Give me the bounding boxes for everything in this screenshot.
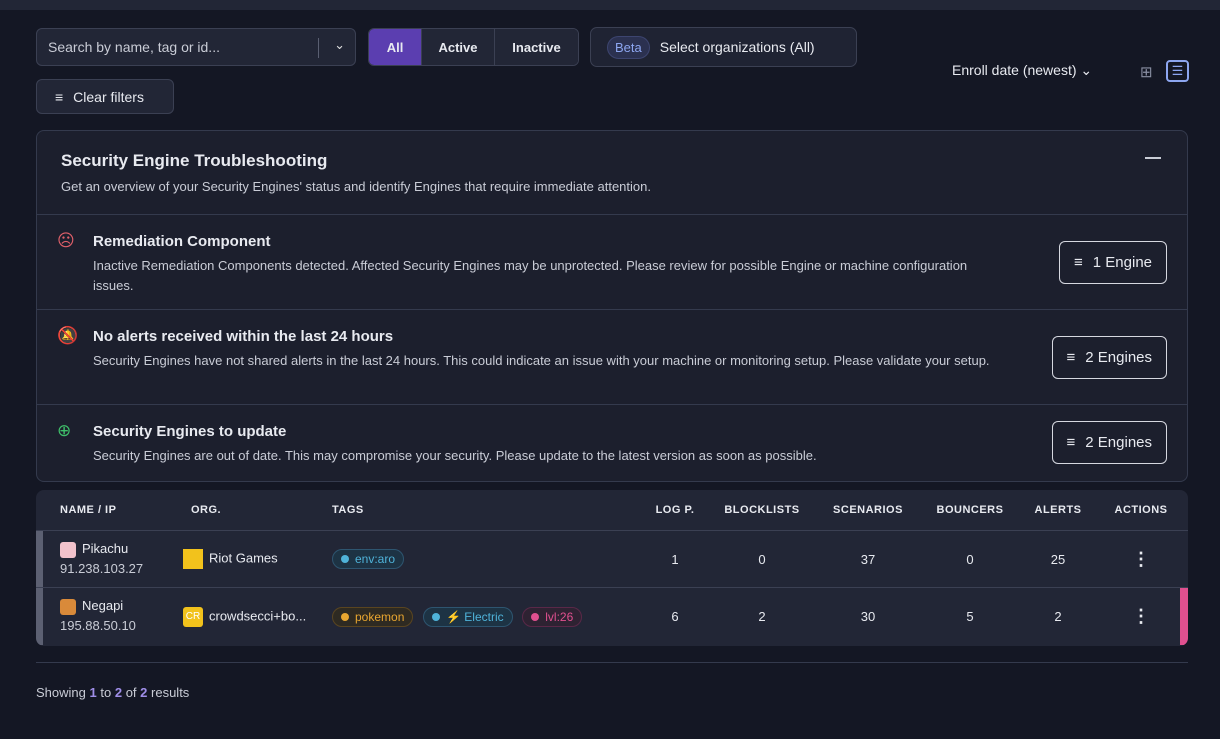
search-input[interactable]: Search by name, tag or id... ⌄ xyxy=(36,28,356,66)
scenarios: 37 xyxy=(860,551,876,567)
issue-title: Remediation Component xyxy=(93,233,271,250)
status-all-button[interactable]: All xyxy=(369,29,421,65)
bouncers: 5 xyxy=(966,609,974,624)
tag-label: env:aro xyxy=(355,552,396,566)
tag-label: lvl:26 xyxy=(545,609,574,624)
avatar xyxy=(60,598,76,615)
table-row[interactable]: Negapi 195.88.50.10 CR crowdsecci+bo... p… xyxy=(36,588,1188,645)
issue-description: Security Engines have not shared alerts … xyxy=(93,353,990,368)
status-active-button[interactable]: Active xyxy=(421,29,494,65)
issue-remediation: ☹ Remediation Component Inactive Remedia… xyxy=(37,215,1187,310)
col-blocklists: BLOCKLISTS xyxy=(724,504,800,516)
arrow-up-circle-icon: ⊕ xyxy=(57,421,72,440)
col-log-p: LOG P. xyxy=(655,504,695,516)
tag: lvl:26 xyxy=(522,606,583,627)
org-badge: CR xyxy=(183,606,203,627)
text: to xyxy=(100,685,112,700)
org-name: crowdsecci+bo... xyxy=(209,607,307,623)
beta-badge: Beta xyxy=(607,35,650,59)
engine-ip: 195.88.50.10 xyxy=(60,617,136,633)
clear-filters-label: Clear filters xyxy=(73,88,144,105)
log-p: 6 xyxy=(671,609,679,624)
text: Showing xyxy=(36,685,86,700)
panel-subtitle: Get an overview of your Security Engines… xyxy=(61,179,651,194)
panel-title: Security Engine Troubleshooting xyxy=(61,151,328,170)
tag: env:aro xyxy=(332,549,405,569)
issue-description: Inactive Remediation Components detected… xyxy=(93,258,968,293)
engine-name: Pikachu xyxy=(82,541,129,556)
engines-table: NAME / IP ORG. TAGS LOG P. BLOCKLISTS SC… xyxy=(36,490,1188,646)
text: of xyxy=(125,685,137,700)
col-alerts: ALERTS xyxy=(1034,504,1082,516)
bell-off-icon: 🔕 xyxy=(57,326,79,345)
blocklists: 2 xyxy=(758,609,766,624)
button-label: 2 Engines xyxy=(1085,349,1152,366)
top-bar xyxy=(0,0,1220,10)
tag-label: pokemon xyxy=(355,609,405,624)
divider xyxy=(318,38,319,58)
table-header: NAME / IP ORG. TAGS LOG P. BLOCKLISTS SC… xyxy=(36,490,1188,531)
total: 2 xyxy=(140,685,148,700)
col-name: NAME / IP xyxy=(60,504,117,516)
status-filter: All Active Inactive xyxy=(368,28,579,66)
alerts: 25 xyxy=(1050,551,1066,567)
engine-name: Negapi xyxy=(82,598,124,613)
pagination-summary: Showing 1 to 2 of 2 results xyxy=(36,685,189,700)
troubleshooting-panel: Security Engine Troubleshooting Get an o… xyxy=(36,130,1188,482)
status-bar xyxy=(36,588,43,645)
filter-icon: ≡ xyxy=(1066,349,1076,366)
avatar xyxy=(60,541,76,558)
clear-filters-button[interactable]: ≡ Clear filters xyxy=(36,79,174,114)
grid-view-icon[interactable]: ⊞ xyxy=(1140,64,1153,81)
org-name: Riot Games xyxy=(209,550,278,566)
filter-engines-button[interactable]: ≡ 2 Engines xyxy=(1051,421,1167,464)
filter-engines-button[interactable]: ≡ 1 Engine xyxy=(1059,241,1167,284)
more-actions-icon[interactable]: ⋮ xyxy=(1132,606,1150,626)
range-from: 1 xyxy=(89,685,97,700)
col-tags: TAGS xyxy=(332,504,364,516)
log-p: 1 xyxy=(671,551,679,567)
organization-select-label: Select organizations (All) xyxy=(659,39,815,55)
range-to: 2 xyxy=(114,685,123,700)
issue-description: Security Engines are out of date. This m… xyxy=(93,448,817,463)
chevron-down-icon[interactable]: ⌄ xyxy=(334,37,345,52)
scenarios: 30 xyxy=(860,609,876,624)
col-actions: ACTIONS xyxy=(1114,504,1168,516)
collapse-icon[interactable] xyxy=(1145,157,1161,159)
tag: ⚡ Electric xyxy=(423,606,513,627)
filter-icon: ≡ xyxy=(1066,434,1076,451)
col-org: ORG. xyxy=(191,504,222,516)
issue-title: No alerts received within the last 24 ho… xyxy=(93,328,394,345)
col-bouncers: BOUNCERS xyxy=(936,504,1004,516)
status-bar xyxy=(36,531,43,587)
more-actions-icon[interactable]: ⋮ xyxy=(1132,548,1150,569)
bouncers: 0 xyxy=(966,551,974,567)
filter-icon: ≡ xyxy=(55,88,64,105)
tag-label: ⚡ Electric xyxy=(446,609,504,624)
riot-games-logo xyxy=(183,549,203,569)
divider xyxy=(36,662,1188,663)
text: results xyxy=(151,685,190,700)
alerts: 2 xyxy=(1054,609,1062,624)
issue-no-alerts: 🔕 No alerts received within the last 24 … xyxy=(37,310,1187,405)
button-label: 2 Engines xyxy=(1085,434,1152,451)
blocklists: 0 xyxy=(758,551,766,567)
search-placeholder: Search by name, tag or id... xyxy=(48,39,220,55)
tag: pokemon xyxy=(332,606,414,627)
engine-ip: 91.238.103.27 xyxy=(60,560,144,576)
sort-label: Enroll date (newest) xyxy=(952,62,1077,78)
filter-icon: ≡ xyxy=(1074,254,1083,271)
issue-update: ⊕ Security Engines to update Security En… xyxy=(37,405,1187,481)
organization-select[interactable]: Beta Select organizations (All) xyxy=(590,27,857,67)
list-view-icon[interactable]: ☰ xyxy=(1166,60,1189,82)
issue-title: Security Engines to update xyxy=(93,423,287,440)
sort-select[interactable]: Enroll date (newest) ⌄ xyxy=(952,62,1092,79)
button-label: 1 Engine xyxy=(1092,254,1152,271)
table-row[interactable]: Pikachu 91.238.103.27 Riot Games env:aro… xyxy=(36,531,1188,588)
filter-engines-button[interactable]: ≡ 2 Engines xyxy=(1051,336,1167,379)
status-inactive-button[interactable]: Inactive xyxy=(494,29,578,65)
sad-face-icon: ☹ xyxy=(57,231,75,250)
chevron-down-icon: ⌄ xyxy=(1080,62,1093,78)
col-scenarios: SCENARIOS xyxy=(833,504,903,516)
